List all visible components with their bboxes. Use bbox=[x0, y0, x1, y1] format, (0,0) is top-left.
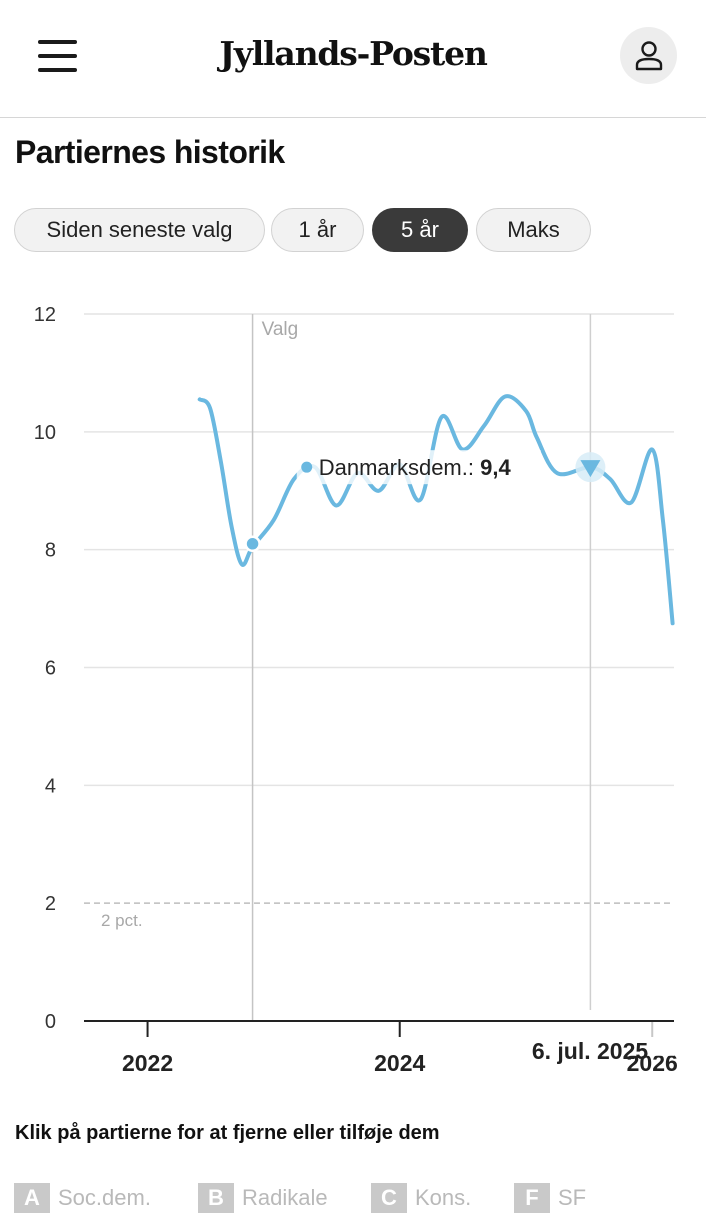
tooltip-label: Danmarksdem.: 9,4 bbox=[319, 455, 512, 480]
party-name: Soc.dem. bbox=[58, 1185, 151, 1210]
series-line[interactable] bbox=[197, 394, 675, 626]
current-value-marker bbox=[580, 460, 601, 478]
party-letter: F bbox=[514, 1183, 550, 1213]
y-tick-label: 6 bbox=[45, 658, 56, 680]
page-title: Partiernes historik bbox=[15, 134, 285, 170]
tooltip-background bbox=[296, 450, 541, 485]
tooltip-legend-dot bbox=[301, 461, 313, 473]
tab-1-aar[interactable]: 1 år bbox=[271, 208, 364, 252]
tooltip-value: 9,4 bbox=[480, 455, 511, 480]
site-logo[interactable]: Jyllands-Posten bbox=[219, 34, 488, 73]
hover-date-label: 6. jul. 2025 bbox=[532, 1038, 649, 1064]
x-tick-label: 2024 bbox=[374, 1050, 425, 1076]
event-label: Valg bbox=[262, 319, 299, 340]
hamburger-menu-icon[interactable] bbox=[38, 40, 78, 72]
party-letter: A bbox=[14, 1183, 50, 1213]
party-toggle-a[interactable]: A Soc.dem. bbox=[14, 1183, 151, 1213]
threshold-label: 2 pct. bbox=[101, 911, 143, 930]
site-header: Jyllands-Posten bbox=[0, 0, 706, 118]
tab-maks[interactable]: Maks bbox=[476, 208, 591, 252]
party-toggle-c[interactable]: C Kons. bbox=[371, 1183, 471, 1213]
party-toggle-b[interactable]: B Radikale bbox=[198, 1183, 328, 1213]
date-label-background bbox=[510, 1022, 674, 1056]
y-tick-label: 4 bbox=[45, 775, 56, 797]
user-icon[interactable] bbox=[620, 27, 677, 84]
party-list: A Soc.dem. B Radikale C Kons. F SF bbox=[14, 1183, 706, 1213]
y-tick-label: 2 bbox=[45, 893, 56, 915]
y-tick-label: 12 bbox=[34, 304, 56, 326]
party-name: Radikale bbox=[242, 1185, 328, 1210]
party-letter: C bbox=[371, 1183, 407, 1213]
y-tick-label: 8 bbox=[45, 540, 56, 562]
tab-siden-seneste-valg[interactable]: Siden seneste valg bbox=[14, 208, 265, 252]
instruction-text: Klik på partierne for at fjerne eller ti… bbox=[15, 1122, 440, 1144]
party-toggle-f[interactable]: F SF bbox=[514, 1183, 586, 1213]
data-point-marker bbox=[244, 535, 261, 553]
y-tick-label: 0 bbox=[45, 1011, 56, 1033]
party-name: Kons. bbox=[415, 1185, 472, 1210]
party-letter: B bbox=[198, 1183, 234, 1213]
y-tick-label: 10 bbox=[34, 422, 56, 444]
party-name: SF bbox=[558, 1185, 587, 1210]
tab-5-aar[interactable]: 5 år bbox=[372, 208, 468, 252]
x-tick-label: 2022 bbox=[122, 1050, 173, 1076]
